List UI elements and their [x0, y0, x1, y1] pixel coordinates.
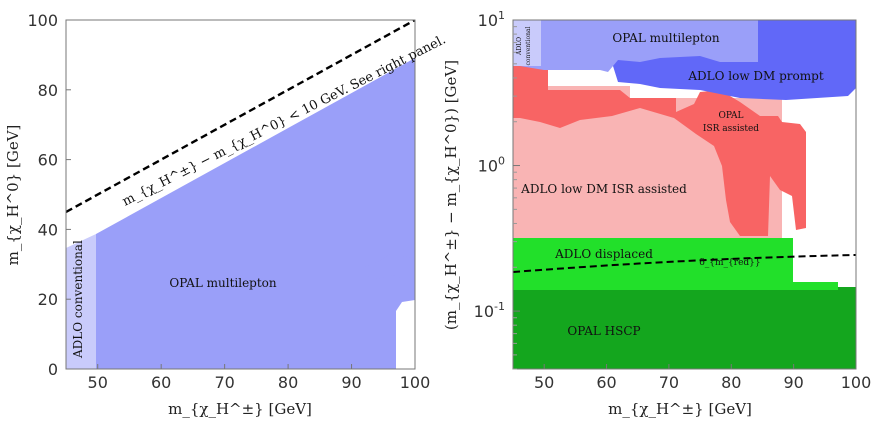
right-label-adlo-conventional-1: ADLO	[516, 37, 523, 56]
x-tick-label: 100	[400, 373, 431, 392]
left-label-adlo-conventional: ADLO conventional	[71, 240, 85, 359]
y-tick-label: 101	[478, 9, 505, 30]
x-tick-label: 60	[596, 373, 616, 392]
right-label-adlo-conventional-2: conventional	[525, 26, 532, 65]
right-label-opal-isr-2: ISR assisted	[703, 124, 759, 134]
right-label-delta-m-red: δ_{m_{red}}	[699, 258, 760, 268]
left-label-opal-multilepton: OPAL multilepton	[169, 276, 277, 290]
right-region-adlo-conventional	[513, 20, 541, 66]
right-dashed-line	[513, 254, 856, 273]
x-tick-label: 80	[721, 373, 741, 392]
left-region-adlo-conventional	[66, 234, 96, 369]
right-label-opal-hscp: OPAL HSCP	[567, 324, 640, 338]
right-label-adlo-low-dm-isr: ADLO low DM ISR assisted	[520, 182, 687, 196]
right-label-adlo-low-dm-prompt: ADLO low DM prompt	[687, 69, 823, 83]
y-tick-label: 10-1	[474, 300, 505, 321]
right-y-axis-label: (m_{χ_H^±} − m_{χ_H^0}) [GeV]	[442, 60, 460, 330]
left-opal-bump	[364, 254, 415, 279]
right-region-opal-isr	[513, 66, 806, 236]
left-region-opal-multilepton	[96, 58, 415, 369]
x-tick-label: 70	[659, 373, 679, 392]
right-label-opal-isr-1: OPAL	[718, 111, 743, 121]
right-region-opal-hscp	[513, 287, 856, 369]
x-tick-label: 100	[841, 373, 872, 392]
right-x-ticks: 50 60 70 80 90 100	[534, 364, 871, 392]
right-frame	[512, 19, 857, 370]
x-tick-label: 80	[278, 373, 298, 392]
right-x-axis-label: m_{χ_H^±} [GeV]	[608, 400, 752, 418]
left-x-ticks: 50 60 70 80 90 100	[88, 364, 431, 392]
y-tick-label: 80	[38, 81, 58, 100]
y-tick-label: 40	[38, 220, 58, 239]
x-tick-label: 60	[151, 373, 171, 392]
y-tick-label: 60	[38, 151, 58, 170]
y-tick-label: 20	[38, 290, 58, 309]
right-region-opal-multilepton	[513, 20, 758, 72]
left-y-axis-label: m_{χ_H^0} [GeV]	[4, 125, 22, 266]
right-label-opal-multilepton: OPAL multilepton	[612, 31, 720, 45]
y-tick-label: 100	[478, 155, 505, 176]
left-frame	[65, 19, 416, 370]
left-y-ticks: 0 20 40 60 80 100	[27, 11, 71, 379]
right-y-ticks: 10-1 100 101	[474, 9, 520, 370]
right-region-adlo-displaced	[513, 238, 838, 290]
y-tick-label: 100	[27, 11, 58, 30]
left-x-axis-label: m_{χ_H^±} [GeV]	[168, 400, 312, 418]
right-label-adlo-displaced: ADLO displaced	[554, 247, 653, 261]
y-tick-label: 0	[48, 360, 58, 379]
x-tick-label: 50	[534, 373, 554, 392]
left-dashed-line	[66, 20, 415, 214]
right-panel: 50 60 70 80 90 100 10-1 100 101 OPAL multilepto…	[442, 9, 871, 418]
left-panel: 50 60 70 80 90 100 0 20 40 60 80 100 OPAL multilep…	[4, 11, 448, 418]
x-tick-label: 50	[88, 373, 108, 392]
x-tick-label: 70	[214, 373, 234, 392]
x-tick-label: 90	[783, 373, 803, 392]
x-tick-label: 90	[341, 373, 361, 392]
